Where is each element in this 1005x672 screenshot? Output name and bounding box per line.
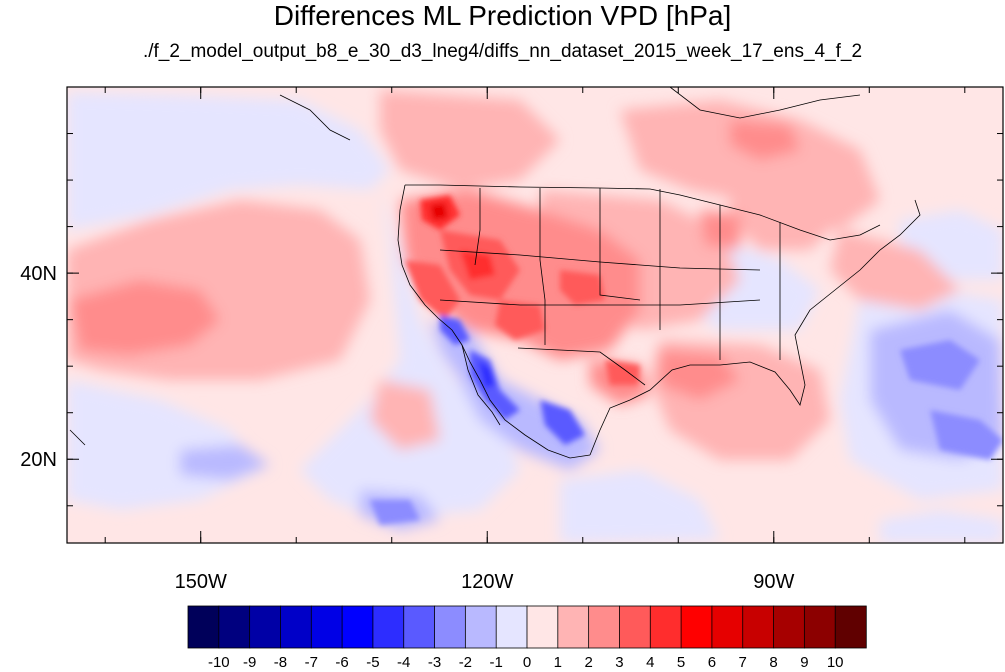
colorbar-swatch xyxy=(495,605,528,649)
colorbar-label: 2 xyxy=(584,654,592,671)
colorbar-swatch xyxy=(526,605,559,649)
colorbar-label: -8 xyxy=(274,654,287,671)
colorbar-label: 0 xyxy=(523,654,531,671)
colorbar-swatch xyxy=(403,605,436,649)
colorbar xyxy=(187,605,867,649)
colorbar-label: -10 xyxy=(208,654,230,671)
lat-tick-label: 40N xyxy=(20,263,57,285)
colorbar-label: 6 xyxy=(708,654,716,671)
coastline-borders xyxy=(69,87,921,459)
colorbar-swatch xyxy=(464,605,497,649)
colorbar-label: -7 xyxy=(305,654,318,671)
axis-ticks xyxy=(67,87,1003,543)
colorbar-swatch xyxy=(249,605,282,649)
colorbar-label: -2 xyxy=(459,654,472,671)
colorbar-swatch xyxy=(834,605,867,649)
map-frame xyxy=(66,86,1004,544)
colorbar-label: 1 xyxy=(554,654,562,671)
colorbar-label: 10 xyxy=(827,654,844,671)
colorbar-swatch xyxy=(619,605,651,649)
colorbar-swatch xyxy=(280,605,312,649)
colorbar-label: 8 xyxy=(769,654,777,671)
colorbar-swatch xyxy=(557,605,590,649)
colorbar-swatch xyxy=(588,605,621,649)
colorbar-label: 9 xyxy=(800,654,808,671)
colorbar-swatch xyxy=(372,605,405,649)
colorbar-swatch xyxy=(341,605,374,649)
colorbar-swatch xyxy=(310,605,343,649)
lat-tick-label: 20N xyxy=(20,449,57,471)
lon-tick-label: 120W xyxy=(461,571,513,593)
colorbar-swatch xyxy=(680,605,713,649)
colorbar-swatch xyxy=(773,605,806,649)
colorbar-label: -3 xyxy=(428,654,441,671)
colorbar-label: 5 xyxy=(677,654,685,671)
vpd-difference-field xyxy=(67,87,1003,543)
colorbar-swatch xyxy=(803,605,836,649)
axis-tick-labels: 150W 120W 90W 40N 20N xyxy=(20,263,794,593)
map-subtitle: ./f_2_model_output_b8_e_30_d3_lneg4/diff… xyxy=(142,41,863,62)
colorbar-swatch xyxy=(742,605,775,649)
colorbar-swatch xyxy=(218,605,251,649)
colorbar-labels: -10 -9 -8 -7 -6 -5 -4 -3 -2 -1 0 1 2 3 4 5 6 7 8 9 10 xyxy=(208,654,844,671)
colorbar-swatch xyxy=(711,605,744,649)
colorbar-label: -6 xyxy=(335,654,348,671)
lon-tick-label: 90W xyxy=(753,571,794,593)
colorbar-label: -9 xyxy=(243,654,256,671)
map-title: Differences ML Prediction VPD [hPa] xyxy=(273,0,732,31)
colorbar-label: -1 xyxy=(490,654,503,671)
colorbar-label: -5 xyxy=(366,654,379,671)
lon-tick-label: 150W xyxy=(175,571,227,593)
colorbar-swatch xyxy=(434,605,467,649)
colorbar-label: -4 xyxy=(397,654,410,671)
colorbar-swatch xyxy=(649,605,682,649)
colorbar-label: 4 xyxy=(646,654,654,671)
colorbar-label: 7 xyxy=(739,654,747,671)
colorbar-label: 3 xyxy=(615,654,623,671)
colorbar-swatch xyxy=(187,605,220,649)
